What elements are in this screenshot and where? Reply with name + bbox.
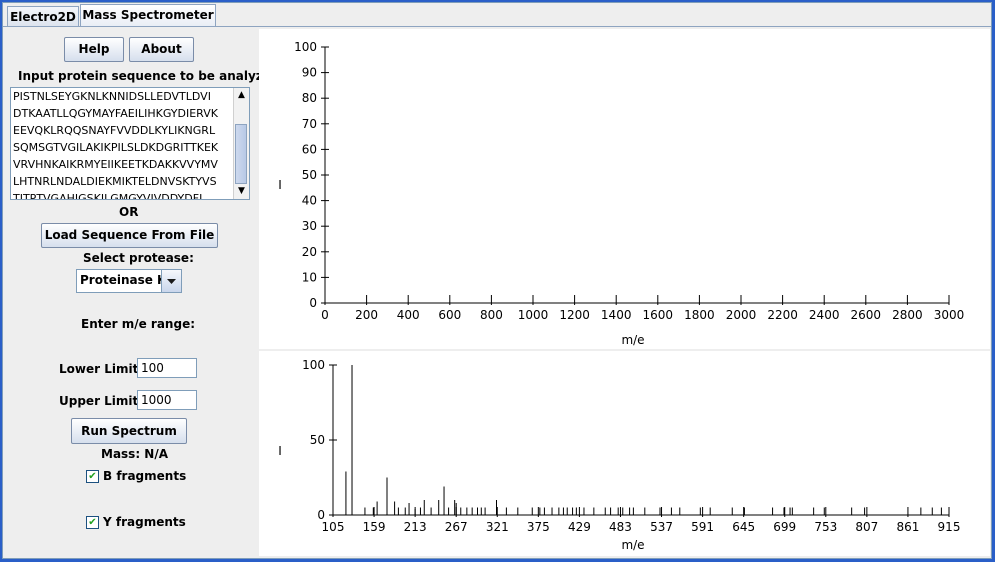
x-tick-label: 1800 xyxy=(684,308,715,322)
scroll-thumb[interactable] xyxy=(235,124,247,184)
scroll-up-arrow-icon[interactable]: ▲ xyxy=(238,90,245,100)
y-tick-label: 0 xyxy=(317,508,325,522)
y-tick-label: 70 xyxy=(302,117,317,131)
y-tick-label: 0 xyxy=(309,296,317,310)
protease-value: Proteinase K xyxy=(80,273,167,287)
sequence-textarea[interactable]: PISTNLSEYGKNLKNNIDSLLEDVTLDVI DTKAATLLQGY… xyxy=(10,87,250,200)
y-tick-label: 10 xyxy=(302,270,317,284)
sequence-prompt: Input protein sequence to be analyzed: xyxy=(18,69,285,83)
y-tick-label: 100 xyxy=(302,358,325,372)
y-tick-label: 20 xyxy=(302,245,317,259)
sequence-scrollbar[interactable]: ▲ ▼ xyxy=(233,88,249,199)
lower-limit-label: Lower Limit: xyxy=(59,362,144,376)
y-fragments-checkbox[interactable]: ✔ xyxy=(86,516,99,529)
x-tick-label: 400 xyxy=(397,308,420,322)
sequence-line: EEVQKLRQQSNAYFVVDDLKYLIKNGRL xyxy=(13,124,216,137)
sequence-line: LHTNRLNDALDIEKMIKTELDNVSKTYVS xyxy=(13,175,217,188)
mass-label: Mass: N/A xyxy=(101,447,169,461)
x-tick-label: 105 xyxy=(322,520,345,534)
y-tick-label: 100 xyxy=(294,40,317,54)
chevron-down-icon[interactable] xyxy=(161,270,181,292)
protease-select[interactable]: Proteinase K xyxy=(76,269,182,293)
lower-limit-input[interactable]: 100 xyxy=(137,358,197,378)
x-tick-label: 537 xyxy=(650,520,673,534)
upper-limit-label: Upper Limit: xyxy=(59,394,144,408)
x-tick-label: 2200 xyxy=(767,308,798,322)
control-panel: Help About Input protein sequence to be … xyxy=(3,27,284,557)
y-tick-label: 40 xyxy=(302,194,317,208)
x-tick-label: 800 xyxy=(480,308,503,322)
x-tick-label: 267 xyxy=(445,520,468,534)
x-tick-label: 483 xyxy=(609,520,632,534)
x-axis-label: m/e xyxy=(621,538,644,552)
x-tick-label: 807 xyxy=(855,520,878,534)
help-button[interactable]: Help xyxy=(64,37,124,62)
x-tick-label: 1000 xyxy=(518,308,549,322)
run-spectrum-button[interactable]: Run Spectrum xyxy=(71,418,187,444)
fragment-spectrum-chart: 0 50 100 105 159 213 267 321 375 429 483 537 591 645 6… xyxy=(278,358,961,552)
x-tick-label: 429 xyxy=(568,520,591,534)
or-label: OR xyxy=(119,205,139,219)
x-tick-label: 753 xyxy=(814,520,837,534)
x-tick-label: 861 xyxy=(896,520,919,534)
load-sequence-button[interactable]: Load Sequence From File xyxy=(41,223,218,248)
y-tick-label: 60 xyxy=(302,142,317,156)
x-axis-label: m/e xyxy=(621,333,644,347)
y-tick-label: 80 xyxy=(302,91,317,105)
tab-electro2d[interactable]: Electro2D xyxy=(7,6,79,26)
y-tick-label: 50 xyxy=(302,168,317,182)
x-tick-label: 645 xyxy=(732,520,755,534)
sequence-line: PISTNLSEYGKNLKNNIDSLLEDVTLDVI xyxy=(13,90,211,103)
fragment-spectrum-plot: 0 50 100 105 159 213 267 321 375 429 483 537 591 645 6… xyxy=(259,351,990,556)
x-tick-label: 1600 xyxy=(643,308,674,322)
scroll-down-arrow-icon[interactable]: ▼ xyxy=(238,186,245,196)
x-tick-label: 2800 xyxy=(892,308,923,322)
x-tick-label: 159 xyxy=(363,520,386,534)
upper-limit-input[interactable]: 1000 xyxy=(137,390,197,410)
x-tick-label: 3000 xyxy=(934,308,965,322)
y-tick-label: 50 xyxy=(310,433,325,447)
x-tick-label: 375 xyxy=(527,520,550,534)
y-axis-label: I xyxy=(278,444,282,458)
sequence-line: DTKAATLLQGYMAYFAEILIHKGYDIERVK xyxy=(13,107,218,120)
y-tick-label: 30 xyxy=(302,219,317,233)
x-tick-label: 1200 xyxy=(559,308,590,322)
x-tick-label: 213 xyxy=(404,520,427,534)
y-fragments-label: Y fragments xyxy=(103,515,186,529)
y-axis-label: I xyxy=(278,178,282,192)
sequence-line: SQMSGTVGILAKIKPILSLDKDGRITTKEK xyxy=(13,141,219,154)
x-tick-label: 699 xyxy=(773,520,796,534)
full-spectrum-plot: 0 10 20 30 40 50 60 70 80 90 100 0 200 400 600 800 1000 1… xyxy=(259,29,990,349)
x-tick-label: 2600 xyxy=(851,308,882,322)
x-tick-label: 2000 xyxy=(726,308,757,322)
y-tick-label: 90 xyxy=(302,66,317,80)
tab-bar: Electro2D Mass Spectrometer xyxy=(3,3,991,27)
tab-mass-spectrometer[interactable]: Mass Spectrometer xyxy=(80,4,216,27)
x-tick-label: 600 xyxy=(438,308,461,322)
sequence-line: TITPTVGAHIGSKILGMGYVIVDDYDFL xyxy=(13,192,206,200)
x-tick-label: 591 xyxy=(691,520,714,534)
b-fragments-label: B fragments xyxy=(103,469,187,483)
x-tick-label: 321 xyxy=(486,520,509,534)
about-button[interactable]: About xyxy=(129,37,194,62)
x-tick-label: 200 xyxy=(355,308,378,322)
range-label: Enter m/e range: xyxy=(81,317,195,331)
x-tick-label: 915 xyxy=(938,520,961,534)
x-tick-label: 1400 xyxy=(601,308,632,322)
tab-content-border xyxy=(3,26,991,27)
x-tick-label: 0 xyxy=(321,308,329,322)
b-fragments-checkbox[interactable]: ✔ xyxy=(86,470,99,483)
sequence-line: VRVHNKAIKRMYEIIKEETKDAKKVVYMV xyxy=(13,158,218,171)
x-tick-label: 2400 xyxy=(809,308,840,322)
protease-label: Select protease: xyxy=(83,251,194,265)
